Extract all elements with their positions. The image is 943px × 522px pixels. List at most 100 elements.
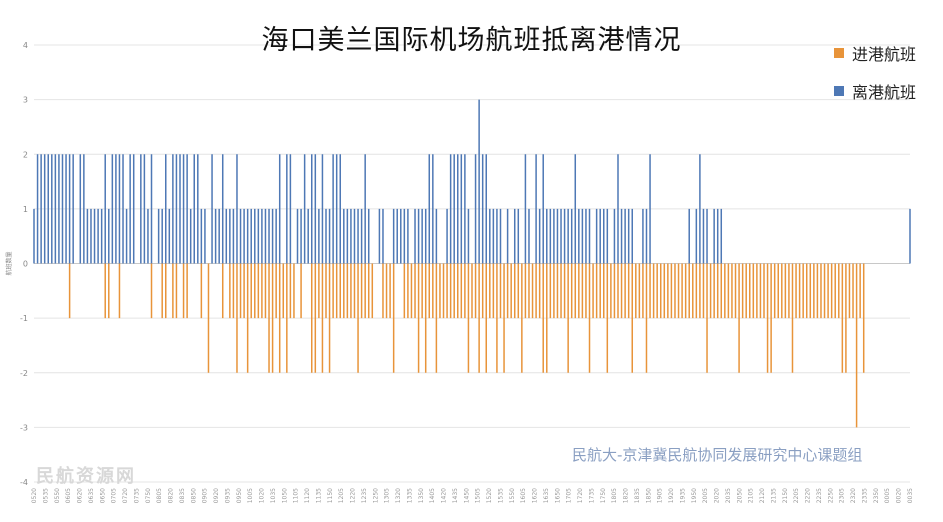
bar-arrivals — [172, 263, 174, 319]
bar-arrivals — [275, 263, 277, 319]
bar-arrivals — [702, 263, 705, 319]
bar-arrivals — [620, 263, 623, 319]
bar-arrivals — [339, 263, 341, 319]
bar-departures — [453, 154, 455, 264]
bar-departures — [33, 208, 35, 264]
bar-arrivals — [421, 263, 423, 319]
bar-arrivals — [414, 263, 416, 319]
bar-departures — [560, 208, 562, 264]
x-tick-label: 1805 — [611, 488, 618, 503]
bar-departures — [620, 208, 623, 264]
bar-departures — [339, 154, 341, 264]
bar-arrivals — [364, 263, 366, 319]
x-tick-label: 1835 — [634, 488, 641, 503]
bar-arrivals — [464, 263, 466, 319]
bar-arrivals — [367, 263, 370, 319]
bar-arrivals — [749, 263, 751, 319]
bar-arrivals — [656, 263, 658, 319]
bar-arrivals — [453, 263, 455, 319]
bar-arrivals — [243, 263, 245, 319]
bar-departures — [186, 154, 188, 264]
bar-arrivals — [841, 263, 844, 373]
x-tick-label: 1735 — [588, 488, 595, 503]
bar-departures — [193, 154, 195, 264]
x-tick-label: 0635 — [88, 488, 95, 503]
bar-departures — [140, 154, 142, 264]
bar-arrivals — [150, 263, 153, 319]
bar-arrivals — [563, 263, 566, 319]
bar-departures — [58, 154, 60, 264]
bar-departures — [328, 208, 331, 264]
bar-departures — [225, 208, 228, 264]
bar-departures — [318, 208, 320, 264]
bar-arrivals — [506, 263, 509, 319]
bar-departures — [97, 208, 99, 264]
x-tick-label: 1435 — [452, 488, 459, 503]
x-tick-label: 1905 — [657, 488, 664, 503]
bar-departures — [499, 208, 502, 264]
bar-arrivals — [570, 263, 573, 319]
bar-departures — [367, 208, 370, 264]
bar-arrivals — [410, 263, 413, 319]
bar-arrivals — [603, 263, 605, 319]
bar-departures — [122, 154, 124, 264]
bar-departures — [179, 154, 181, 264]
x-tick-label: 1350 — [418, 488, 425, 503]
bar-departures — [599, 208, 601, 264]
bar-arrivals — [838, 263, 840, 319]
bar-arrivals — [809, 263, 812, 319]
bar-departures — [271, 208, 274, 264]
bar-arrivals — [318, 263, 320, 319]
bar-departures — [909, 208, 911, 264]
bar-arrivals — [798, 263, 801, 319]
bar-departures — [645, 208, 648, 264]
bar-departures — [51, 154, 53, 264]
bar-departures — [407, 208, 409, 264]
bar-departures — [524, 154, 527, 264]
bar-departures — [300, 208, 302, 264]
bar-departures — [246, 208, 249, 264]
bar-arrivals — [627, 263, 630, 319]
bar-arrivals — [474, 263, 477, 319]
bar-departures — [360, 208, 363, 264]
bar-departures — [506, 208, 509, 264]
bar-arrivals — [692, 263, 694, 319]
x-tick-label: 0020 — [896, 488, 903, 503]
bar-departures — [72, 154, 74, 264]
bar-arrivals — [460, 263, 463, 319]
bar-departures — [403, 208, 406, 264]
x-tick-label: 2020 — [714, 488, 721, 503]
bar-departures — [492, 208, 495, 264]
bar-arrivals — [535, 263, 537, 319]
x-tick-label: 2335 — [861, 488, 868, 503]
bar-arrivals — [862, 263, 865, 373]
bar-departures — [86, 208, 89, 264]
bar-departures — [400, 208, 402, 264]
bar-departures — [111, 154, 114, 264]
bar-arrivals — [165, 263, 167, 319]
bar-departures — [261, 208, 263, 264]
bar-arrivals — [489, 263, 491, 319]
bar-arrivals — [321, 263, 324, 373]
bar-arrivals — [745, 263, 747, 319]
bar-departures — [414, 208, 416, 264]
x-tick-label: 1035 — [270, 488, 277, 503]
x-tick-label: 1220 — [350, 488, 357, 503]
bar-arrivals — [695, 263, 698, 319]
bar-arrivals — [528, 263, 530, 319]
bar-departures — [236, 154, 238, 264]
bar-departures — [232, 208, 235, 264]
bar-departures — [567, 208, 569, 264]
x-tick-label: 0850 — [190, 488, 197, 503]
x-tick-label: 2150 — [782, 488, 789, 503]
bar-departures — [585, 208, 587, 264]
bar-departures — [143, 154, 146, 264]
bar-departures — [264, 208, 267, 264]
bar-arrivals — [581, 263, 584, 319]
bar-departures — [627, 208, 630, 264]
x-tick-label: 2250 — [827, 488, 834, 503]
bar-departures — [182, 154, 185, 264]
bar-arrivals — [720, 263, 723, 319]
bar-arrivals — [642, 263, 644, 319]
chart-title: 海口美兰国际机场航班抵离港情况 — [261, 25, 682, 56]
